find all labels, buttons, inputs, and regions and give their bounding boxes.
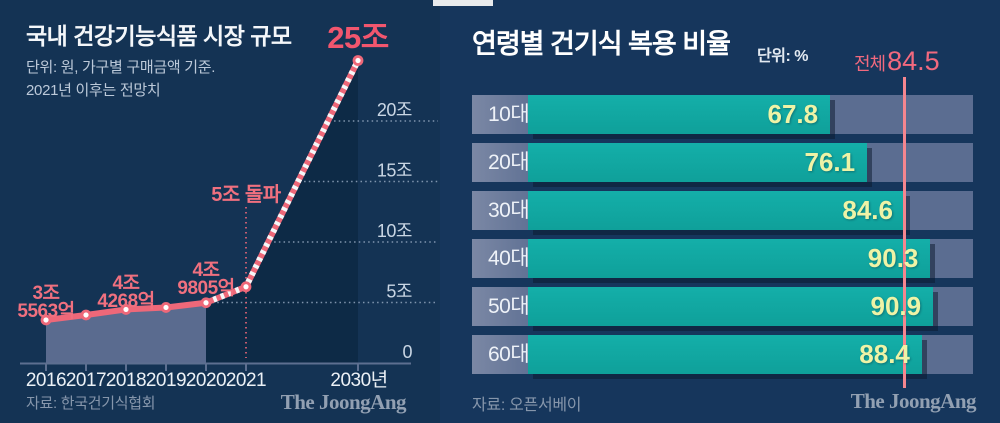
right-chart-title: 연령별 건기식 복용 비율 [472,29,731,59]
left-chart-subtitle-line2: 2021년 이후는 전망치 [26,82,161,99]
bar-fill: 90.3 [528,239,931,278]
bar-category-label: 10대 [488,103,530,126]
bar-value-label: 90.9 [870,291,922,321]
bar-category-label: 50대 [488,295,530,318]
right-chart-source: 자료: 오픈서베이 [472,397,582,414]
bar-category-label: 40대 [488,247,530,270]
point-label: 25조 [327,20,389,55]
joongang-logo-right: The JoongAng [850,389,977,413]
overall-average-label: 전체 84.5 [854,46,940,77]
bar-value-label: 67.8 [767,99,819,129]
overall-average-line [903,77,907,388]
bar-row: 10대 67.8 [472,95,973,134]
y-axis-label: 10조 [377,221,412,241]
bar-fill: 67.8 [528,95,831,134]
bar-fill: 84.6 [528,191,905,230]
left-chart-subtitle-line1: 단위: 원, 가구별 구매금액 기준. [26,59,216,76]
y-axis-label: 5조 [386,282,412,302]
x-axis-label: 2021 [226,370,266,391]
bar-value-label: 84.6 [842,195,893,225]
x-axis-label: 2016 [26,370,66,391]
overall-average-name: 전체 [854,54,886,74]
usage-by-age-panel: 연령별 건기식 복용 비율 단위: % 전체 84.5 10대 67.8 20대 76… [440,0,1000,423]
bar-category-label: 20대 [488,151,530,174]
y-axis-label: 15조 [377,161,412,181]
bar-fill: 76.1 [528,143,868,182]
bar-category-label: 30대 [488,199,530,222]
bar-row: 60대 88.4 [472,335,973,374]
bar-fill: 88.4 [528,335,922,374]
point-label: 5563억 [17,300,74,322]
bar-row: 30대 84.6 [472,191,973,230]
data-point-marker [80,309,92,321]
bar-fill: 90.9 [528,287,934,326]
bar-row: 40대 90.3 [472,239,973,278]
x-axis-label: 2017 [66,370,106,391]
bar-category-label: 60대 [488,343,530,366]
market-size-panel: 3조 5563억 4조 4268억 4조 9805억 5조 돌파 25조 0 5조 10조 15조 20… [0,0,440,423]
data-point-marker [240,281,252,293]
bar-value-label: 90.3 [867,243,919,273]
left-chart-subtitle: 단위: 원, 가구별 구매금액 기준. 2021년 이후는 전망치 [26,56,215,102]
left-chart-source: 자료: 한국건기식협회 [26,395,156,412]
data-point-marker [352,55,364,66]
right-chart-unit-label: 단위: % [757,48,808,65]
x-axis-label: 2018 [106,370,146,391]
data-point-marker [120,304,132,315]
y-axis-label: 0 [402,342,412,362]
left-chart-title: 국내 건강기능식품 시장 규모 [26,23,292,49]
bar-value-label: 88.4 [859,339,910,369]
point-label: 3조 [32,283,59,304]
data-point-marker [160,302,172,313]
bar-rows-container: 10대 67.8 20대 76.1 30대 84.6 40대 90.3 50대 90.9 60대 88… [472,95,973,383]
bar-row: 50대 90.9 [472,287,973,326]
x-axis-label: 2019 [146,370,186,391]
bar-row: 20대 76.1 [472,143,973,182]
joongang-logo-left: The JoongAng [280,390,407,414]
x-axis-label: 2020 [186,370,226,391]
area-fill-forecast [206,60,358,363]
point-label: 4조 [192,260,219,281]
data-point-marker [40,314,52,326]
bar-value-label: 76.1 [804,147,856,177]
y-axis-label: 20조 [377,100,412,120]
point-label: 5조 돌파 [211,183,281,206]
point-label: 9805억 [177,277,234,299]
point-label: 4268억 [97,290,154,312]
x-axis-label: 2030년 [330,369,387,391]
overall-average-value: 84.5 [887,46,940,76]
data-point-marker [200,297,212,309]
panel-divider-notch [433,0,493,6]
point-label: 4조 [112,273,139,294]
